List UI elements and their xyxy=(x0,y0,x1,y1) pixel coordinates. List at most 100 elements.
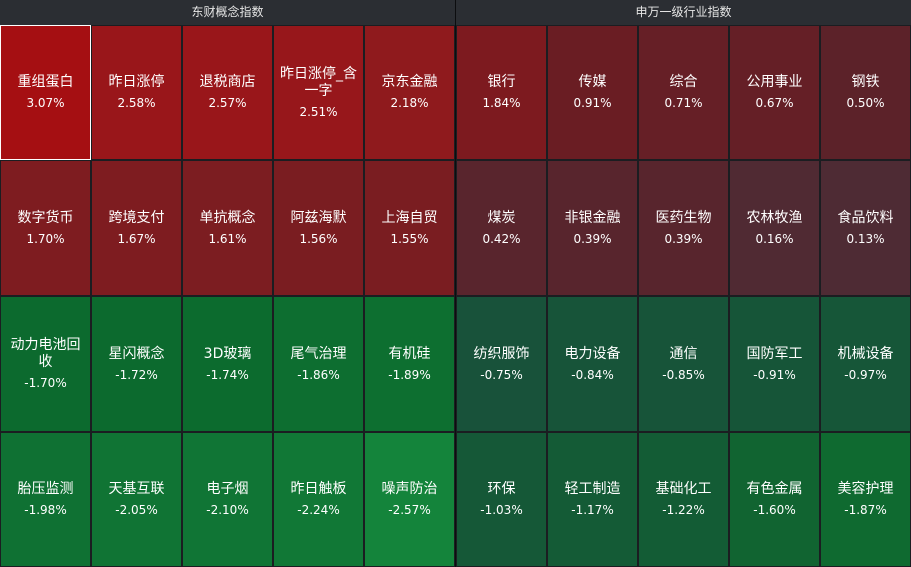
heatmap-tile[interactable]: 钢铁 0.50% xyxy=(820,25,911,160)
concept-index-title: 东财概念指数 xyxy=(0,0,455,26)
industry-index-title: 申万一级行业指数 xyxy=(456,0,911,26)
tile-name: 电力设备 xyxy=(564,345,621,362)
tile-name: 机械设备 xyxy=(837,345,894,362)
heatmap-tile[interactable]: 公用事业 0.67% xyxy=(729,25,820,160)
tile-percent-change: 1.61% xyxy=(208,231,247,246)
heatmap-tile[interactable]: 单抗概念 1.61% xyxy=(182,160,273,296)
heatmap-tile[interactable]: 上海自贸 1.55% xyxy=(364,160,455,296)
heatmap-tile[interactable]: 阿兹海默 1.56% xyxy=(273,160,364,296)
heatmap-tile[interactable]: 基础化工 -1.22% xyxy=(638,432,729,567)
tile-name: 电子烟 xyxy=(206,481,249,497)
tile-percent-change: -2.57% xyxy=(388,503,431,517)
tile-percent-change: -0.84% xyxy=(571,367,614,382)
heatmap-tile[interactable]: 昨日涨停 2.58% xyxy=(91,25,182,160)
tile-percent-change: 0.39% xyxy=(664,231,703,246)
tile-percent-change: 0.39% xyxy=(573,231,612,246)
tile-percent-change: -1.70% xyxy=(24,376,67,390)
heatmap-tile[interactable]: 数字货币 1.70% xyxy=(0,160,91,296)
tile-name: 有机硅 xyxy=(388,345,431,362)
heatmap-tile[interactable]: 医药生物 0.39% xyxy=(638,160,729,296)
tile-name: 煤炭 xyxy=(487,209,516,226)
tile-name: 天基互联 xyxy=(108,481,165,497)
heatmap-tile[interactable]: 农林牧渔 0.16% xyxy=(729,160,820,296)
heatmap-tile[interactable]: 纺织服饰 -0.75% xyxy=(456,296,547,432)
tile-name: 有色金属 xyxy=(746,481,803,497)
tile-name: 退税商店 xyxy=(199,74,256,90)
tile-name: 国防军工 xyxy=(746,345,803,362)
tile-name: 轻工制造 xyxy=(564,481,621,497)
heatmap-tile[interactable]: 京东金融 2.18% xyxy=(364,25,455,160)
tile-name: 农林牧渔 xyxy=(746,209,803,226)
heatmap-tile[interactable]: 有机硅 -1.89% xyxy=(364,296,455,432)
tile-percent-change: -0.85% xyxy=(662,367,705,382)
tile-name: 钢铁 xyxy=(851,74,880,90)
tile-name: 综合 xyxy=(669,74,698,90)
tile-percent-change: -1.89% xyxy=(388,367,431,382)
tile-percent-change: -2.10% xyxy=(206,503,249,517)
tile-name: 食品饮料 xyxy=(837,209,894,226)
tile-name: 跨境支付 xyxy=(108,209,165,226)
tile-percent-change: -1.98% xyxy=(24,503,67,517)
heatmap-tile[interactable]: 煤炭 0.42% xyxy=(456,160,547,296)
tile-percent-change: -2.24% xyxy=(297,503,340,517)
tile-percent-change: 0.67% xyxy=(755,96,794,110)
tile-percent-change: 3.07% xyxy=(26,96,65,110)
tile-percent-change: -1.86% xyxy=(297,367,340,382)
tile-percent-change: 0.71% xyxy=(664,96,703,110)
panel-divider xyxy=(455,0,456,567)
heatmap-tile[interactable]: 胎压监测 -1.98% xyxy=(0,432,91,567)
tile-percent-change: 2.51% xyxy=(299,104,338,119)
heatmap-tile[interactable]: 非银金融 0.39% xyxy=(547,160,638,296)
tile-percent-change: -1.60% xyxy=(753,503,796,517)
heatmap-tile[interactable]: 昨日涨停_含一字 2.51% xyxy=(273,25,364,160)
heatmap-tile[interactable]: 跨境支付 1.67% xyxy=(91,160,182,296)
tile-percent-change: 2.18% xyxy=(390,96,429,110)
heatmap-tile[interactable]: 电力设备 -0.84% xyxy=(547,296,638,432)
tile-name: 通信 xyxy=(669,345,698,362)
tile-name: 环保 xyxy=(487,481,516,497)
tile-name: 医药生物 xyxy=(655,209,712,226)
tile-name: 噪声防治 xyxy=(381,481,438,497)
tile-percent-change: 1.67% xyxy=(117,231,156,246)
heatmap-tile[interactable]: 退税商店 2.57% xyxy=(182,25,273,160)
heatmap-tile[interactable]: 有色金属 -1.60% xyxy=(729,432,820,567)
concept-index-grid: 重组蛋白 3.07% 昨日涨停 2.58% 退税商店 2.57% 昨日涨停_含一字 2.51%… xyxy=(0,25,455,567)
heatmap-tile[interactable]: 通信 -0.85% xyxy=(638,296,729,432)
heatmap-tile[interactable]: 3D玻璃 -1.74% xyxy=(182,296,273,432)
tile-percent-change: -1.87% xyxy=(844,503,887,517)
tile-name: 公用事业 xyxy=(746,74,803,90)
tile-percent-change: -0.91% xyxy=(753,367,796,382)
tile-name: 重组蛋白 xyxy=(17,74,74,90)
tile-name: 京东金融 xyxy=(381,74,438,90)
heatmap-tile[interactable]: 美容护理 -1.87% xyxy=(820,432,911,567)
heatmap-tile[interactable]: 银行 1.84% xyxy=(456,25,547,160)
heatmap-tile[interactable]: 综合 0.71% xyxy=(638,25,729,160)
heatmap-tile[interactable]: 环保 -1.03% xyxy=(456,432,547,567)
tile-name: 非银金融 xyxy=(564,209,621,226)
heatmap-tile[interactable]: 传媒 0.91% xyxy=(547,25,638,160)
heatmap-tile[interactable]: 昨日触板 -2.24% xyxy=(273,432,364,567)
heatmap-tile[interactable]: 动力电池回收 -1.70% xyxy=(0,296,91,432)
heatmap-tile[interactable]: 天基互联 -2.05% xyxy=(91,432,182,567)
tile-name: 上海自贸 xyxy=(381,209,438,226)
heatmap-tile[interactable]: 轻工制造 -1.17% xyxy=(547,432,638,567)
heatmap-tile[interactable]: 噪声防治 -2.57% xyxy=(364,432,455,567)
heatmap-tile[interactable]: 尾气治理 -1.86% xyxy=(273,296,364,432)
heatmap-tile[interactable]: 国防军工 -0.91% xyxy=(729,296,820,432)
heatmap-tile[interactable]: 机械设备 -0.97% xyxy=(820,296,911,432)
tile-name: 银行 xyxy=(487,74,516,90)
industry-index-panel: 申万一级行业指数 银行 1.84% 传媒 0.91% 综合 0.71% 公用事业 0.67% 钢… xyxy=(456,0,911,567)
heatmap-tile[interactable]: 重组蛋白 3.07% xyxy=(0,25,91,160)
heatmap-tile[interactable]: 电子烟 -2.10% xyxy=(182,432,273,567)
tile-name: 胎压监测 xyxy=(17,481,74,497)
tile-percent-change: 1.84% xyxy=(482,96,521,110)
tile-percent-change: -0.97% xyxy=(844,367,887,382)
heatmap-tile[interactable]: 星闪概念 -1.72% xyxy=(91,296,182,432)
tile-percent-change: -1.74% xyxy=(206,367,249,382)
heatmap-tile[interactable]: 食品饮料 0.13% xyxy=(820,160,911,296)
tile-name: 数字货币 xyxy=(17,209,74,226)
tile-percent-change: 0.16% xyxy=(755,231,794,246)
tile-percent-change: -1.03% xyxy=(480,503,523,517)
tile-percent-change: -2.05% xyxy=(115,503,158,517)
tile-name: 星闪概念 xyxy=(108,345,165,362)
